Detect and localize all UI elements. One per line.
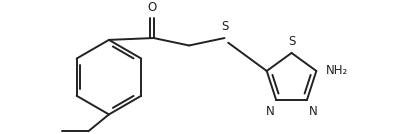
Text: N: N <box>309 105 317 118</box>
Text: S: S <box>221 20 228 33</box>
Text: N: N <box>266 105 274 118</box>
Text: S: S <box>288 35 295 48</box>
Text: O: O <box>147 1 156 14</box>
Text: NH₂: NH₂ <box>326 64 348 77</box>
